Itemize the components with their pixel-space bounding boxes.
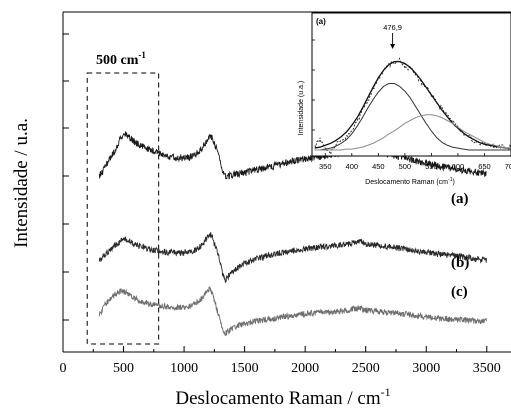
x-axis-ticks — [62, 346, 488, 352]
band-highlight-label: 500 cm-1 — [96, 50, 146, 68]
inset-x-tick-label-600: 600 — [452, 162, 465, 171]
inset-x-tick-label-400: 400 — [346, 162, 359, 171]
series-label-b: (b) — [451, 255, 469, 271]
spectrum-line-c — [98, 286, 487, 337]
inset-y-axis-title: Intensidade (u.a.) — [298, 81, 305, 135]
inset-component-line-2 — [314, 83, 511, 151]
inset-x-tick-label-500: 500 — [399, 162, 412, 171]
y-axis-title: Intensidade / u.a. — [11, 118, 32, 248]
inset-x-axis-title-close: ) — [452, 179, 454, 186]
inset-peak-arrow-head — [390, 44, 396, 49]
x-axis-tick-labels: 0 500 1000 1500 2000 2500 3000 3500 — [60, 361, 501, 376]
x-tick-label-3500: 3500 — [473, 361, 501, 376]
x-tick-label-500: 500 — [113, 361, 134, 376]
x-tick-label-2000: 2000 — [291, 361, 319, 376]
inset-x-axis-title-superscript: -1 — [448, 177, 453, 183]
inset-component-line-3 — [314, 114, 511, 151]
inset-x-axis-title: Deslocamento Raman (cm-1) — [365, 177, 455, 186]
spectrum-line-b — [98, 232, 487, 283]
series-label-c: (c) — [451, 284, 468, 300]
spectrum-line-a — [98, 131, 487, 180]
band-highlight-label-superscript: -1 — [138, 50, 146, 60]
inset-y-axis-ticks — [312, 39, 315, 131]
inset-peak-annotation: 476,9 — [383, 23, 402, 49]
x-tick-label-2500: 2500 — [352, 361, 380, 376]
band-highlight-label-text: 500 cm — [96, 53, 139, 68]
main-plot-area: 0 500 1000 1500 2000 2500 3000 3500 (a) (b) (c) 5… — [60, 11, 511, 376]
inset-x-tick-label-650: 650 — [478, 162, 491, 171]
inset-frame — [311, 12, 511, 157]
x-tick-label-1500: 1500 — [231, 361, 259, 376]
x-tick-label-1000: 1000 — [170, 361, 198, 376]
inset-x-tick-label-700: 700 — [505, 162, 511, 171]
inset-series-group — [314, 57, 511, 156]
inset-x-tick-label-450: 450 — [372, 162, 385, 171]
y-axis-ticks — [63, 33, 69, 321]
inset-peak-label: 476,9 — [383, 23, 402, 32]
inset-x-axis-title-text: Deslocamento Raman (cm — [365, 179, 448, 186]
x-tick-label-0: 0 — [60, 361, 67, 376]
band-highlight-box — [86, 72, 160, 345]
x-axis-title: Deslocamento Raman / cm-1 — [175, 385, 390, 409]
inset-panel: 350 400 450 500 550 600 650 700 (a) Intensidade… — [298, 12, 511, 186]
inset-x-tick-label-350: 350 — [319, 162, 332, 171]
inset-x-axis-ticks — [324, 153, 511, 156]
x-axis-title-superscript: -1 — [381, 385, 391, 399]
series-labels: (a) (b) (c) — [451, 191, 469, 300]
inset-x-tick-label-550: 550 — [425, 162, 438, 171]
inset-x-axis-tick-labels: 350 400 450 500 550 600 650 700 — [319, 162, 511, 171]
500-band-highlight: 500 cm-1 — [86, 50, 160, 345]
x-tick-label-3000: 3000 — [412, 361, 440, 376]
main-series-group — [98, 131, 487, 337]
inset-panel-label: (a) — [316, 17, 326, 26]
x-axis-title-text: Deslocamento Raman / cm — [175, 388, 380, 409]
series-label-a: (a) — [451, 191, 469, 207]
inset-fit-line-1 — [314, 60, 511, 149]
